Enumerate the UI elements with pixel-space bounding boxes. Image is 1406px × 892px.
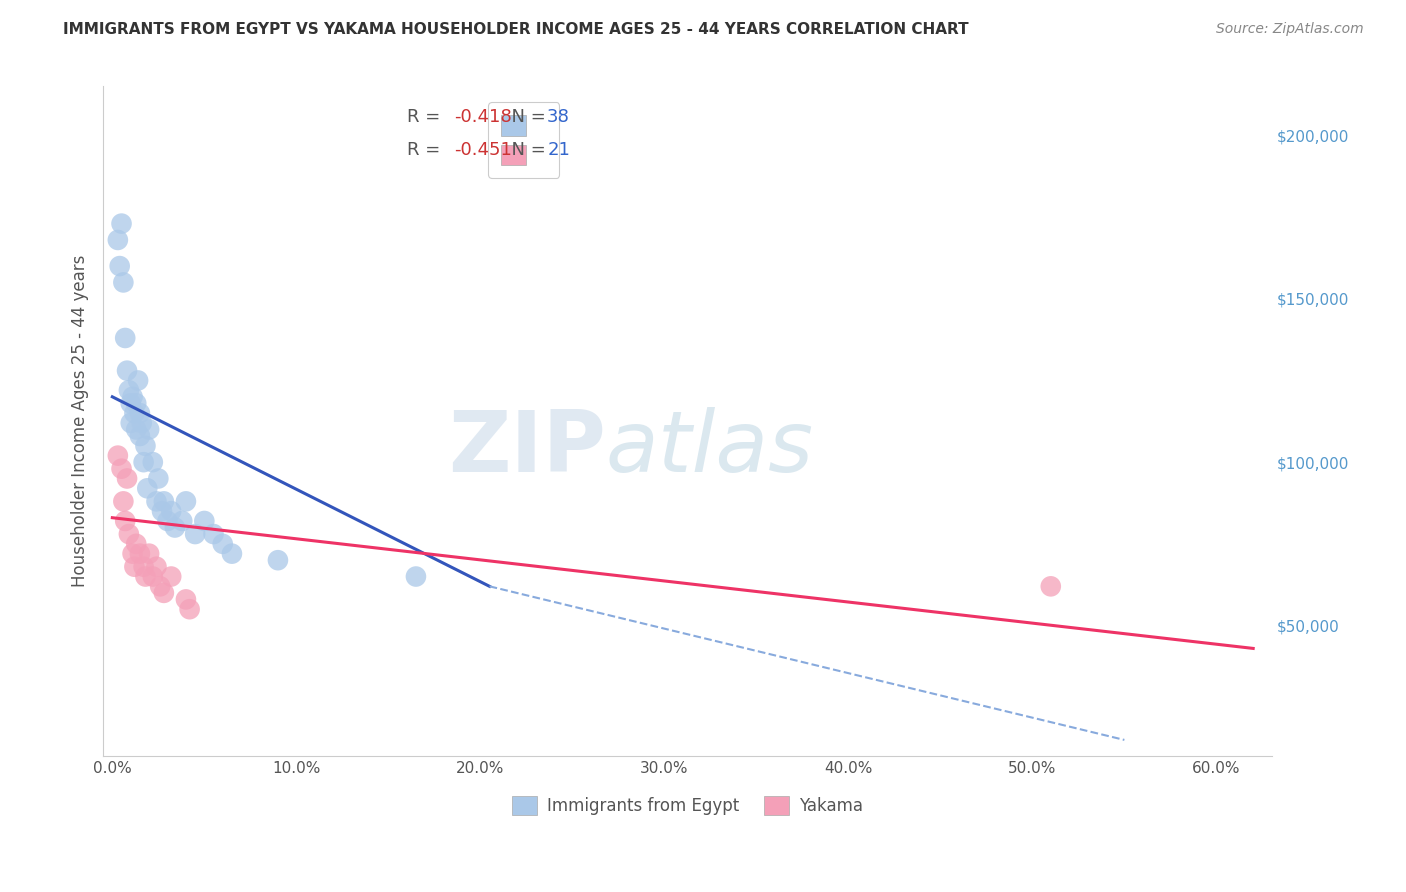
Point (134, 569, 156, 583)
Point (267, 553, 290, 567)
Point (121, 390, 143, 404)
Point (125, 396, 148, 410)
Text: ZIP: ZIP (449, 407, 606, 490)
Point (125, 537, 148, 551)
Text: atlas: atlas (606, 407, 814, 490)
Point (112, 494, 135, 508)
Point (107, 449, 129, 463)
Legend: Immigrants from Egypt, Yakama: Immigrants from Egypt, Yakama (505, 789, 870, 822)
Point (221, 547, 243, 561)
Point (211, 537, 233, 551)
Point (129, 547, 152, 561)
Point (202, 527, 225, 541)
Point (129, 406, 152, 420)
Point (138, 422, 160, 436)
Point (107, 233, 129, 247)
Point (114, 331, 136, 345)
Point (120, 416, 142, 430)
Point (163, 520, 186, 534)
Point (114, 514, 136, 528)
Point (124, 406, 146, 420)
Point (149, 579, 172, 593)
Point (172, 514, 194, 528)
Point (174, 494, 197, 508)
Point (132, 559, 155, 574)
Point (184, 527, 207, 541)
Point (115, 364, 138, 378)
Point (142, 569, 165, 583)
Point (160, 504, 183, 518)
Point (124, 559, 146, 574)
Point (145, 494, 167, 508)
Point (110, 461, 132, 475)
Text: R =: R = (406, 108, 446, 126)
Point (153, 586, 176, 600)
Point (160, 569, 183, 583)
Point (179, 602, 201, 616)
Point (132, 455, 155, 469)
Text: N =: N = (501, 108, 553, 126)
Point (138, 547, 160, 561)
Text: 38: 38 (547, 108, 569, 126)
Point (148, 471, 170, 485)
Point (108, 259, 131, 273)
Point (118, 384, 141, 398)
Text: -0.418: -0.418 (454, 108, 512, 126)
Point (136, 481, 159, 495)
Point (120, 396, 142, 410)
Point (110, 217, 132, 231)
Point (129, 429, 152, 443)
Point (134, 439, 156, 453)
Text: Source: ZipAtlas.com: Source: ZipAtlas.com (1216, 22, 1364, 37)
Point (121, 547, 143, 561)
Point (142, 455, 165, 469)
Y-axis label: Householder Income Ages 25 - 44 years: Householder Income Ages 25 - 44 years (72, 255, 89, 588)
Point (174, 592, 197, 607)
Point (145, 559, 167, 574)
Text: IMMIGRANTS FROM EGYPT VS YAKAMA HOUSEHOLDER INCOME AGES 25 - 44 YEARS CORRELATIO: IMMIGRANTS FROM EGYPT VS YAKAMA HOUSEHOL… (63, 22, 969, 37)
Point (131, 416, 153, 430)
Point (156, 514, 179, 528)
Point (112, 276, 135, 290)
Text: R =: R = (406, 141, 446, 159)
Point (125, 422, 148, 436)
Point (115, 471, 138, 485)
Point (153, 494, 176, 508)
Point (193, 514, 215, 528)
Text: 21: 21 (547, 141, 569, 159)
Point (1039, 579, 1062, 593)
Text: -0.451: -0.451 (454, 141, 512, 159)
Point (118, 527, 141, 541)
Point (405, 569, 427, 583)
Text: N =: N = (501, 141, 553, 159)
Point (127, 374, 149, 388)
Point (150, 504, 173, 518)
